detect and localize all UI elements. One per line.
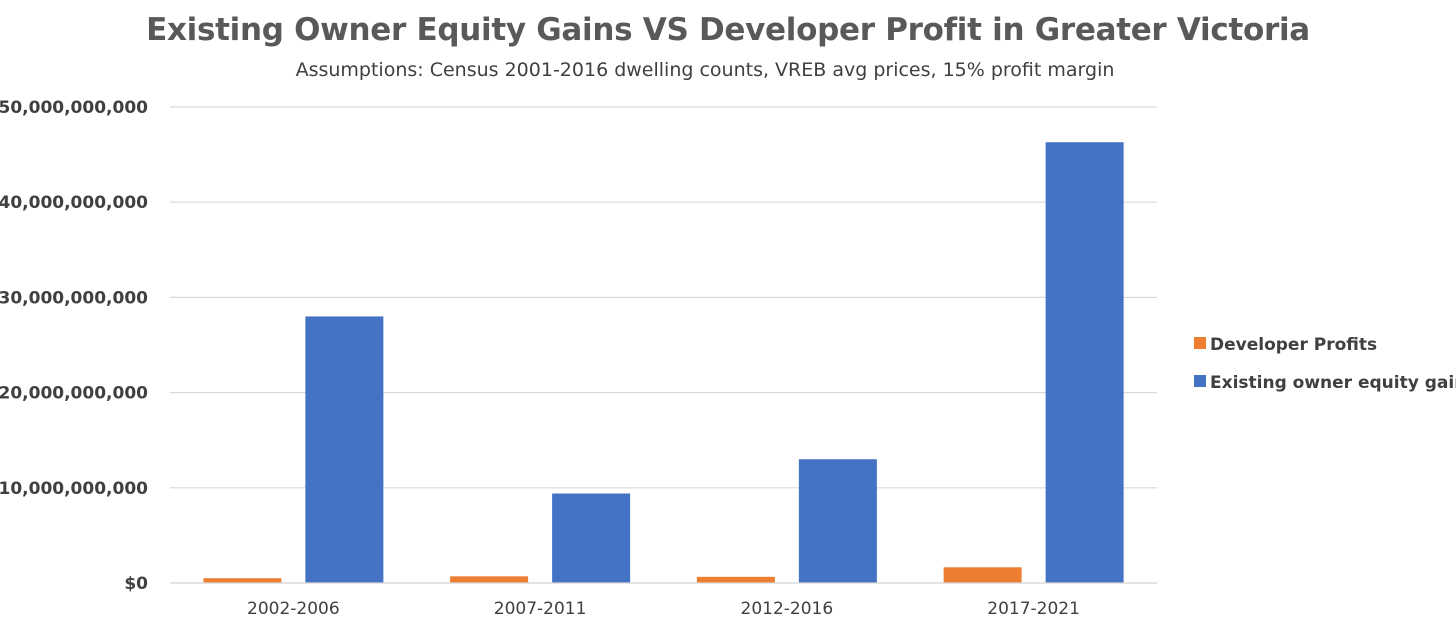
y-tick-label: $50,000,000,000: [0, 98, 148, 118]
legend-label: Existing owner equity gains: [1210, 373, 1456, 393]
x-axis: 2002-2006 2007-2011 2012-2016 2017-2021: [170, 582, 1157, 619]
bars: [203, 142, 1124, 583]
legend: Developer Profits Existing owner equity g…: [1194, 335, 1456, 393]
y-tick-label: $10,000,000,000: [0, 479, 148, 499]
x-tick-label: 2002-2006: [247, 599, 340, 619]
bar-developer-profits: [696, 576, 775, 583]
bar-owner-equity-gains: [552, 493, 631, 583]
bar-developer-profits: [450, 576, 529, 583]
x-tick-label: 2007-2011: [494, 599, 587, 619]
y-tick-label: $30,000,000,000: [0, 288, 148, 308]
bar-owner-equity-gains: [798, 459, 877, 583]
bar-developer-profits: [203, 578, 282, 583]
x-tick-label: 2017-2021: [987, 599, 1080, 619]
chart-title: Existing Owner Equity Gains VS Developer…: [146, 12, 1310, 48]
x-tick-label: 2012-2016: [741, 599, 834, 619]
legend-label: Developer Profits: [1210, 335, 1377, 355]
bar-owner-equity-gains: [305, 316, 384, 583]
y-axis: $0 $10,000,000,000 $20,000,000,000 $30,000,…: [0, 98, 148, 594]
chart-subtitle: Assumptions: Census 2001-2016 dwelling c…: [295, 59, 1115, 81]
legend-swatch: [1194, 337, 1206, 349]
y-tick-label: $40,000,000,000: [0, 193, 148, 213]
y-tick-label: $0: [124, 574, 148, 594]
legend-swatch: [1194, 375, 1206, 387]
bar-owner-equity-gains: [1045, 142, 1124, 583]
y-tick-label: $20,000,000,000: [0, 384, 148, 404]
bar-developer-profits: [943, 567, 1022, 583]
